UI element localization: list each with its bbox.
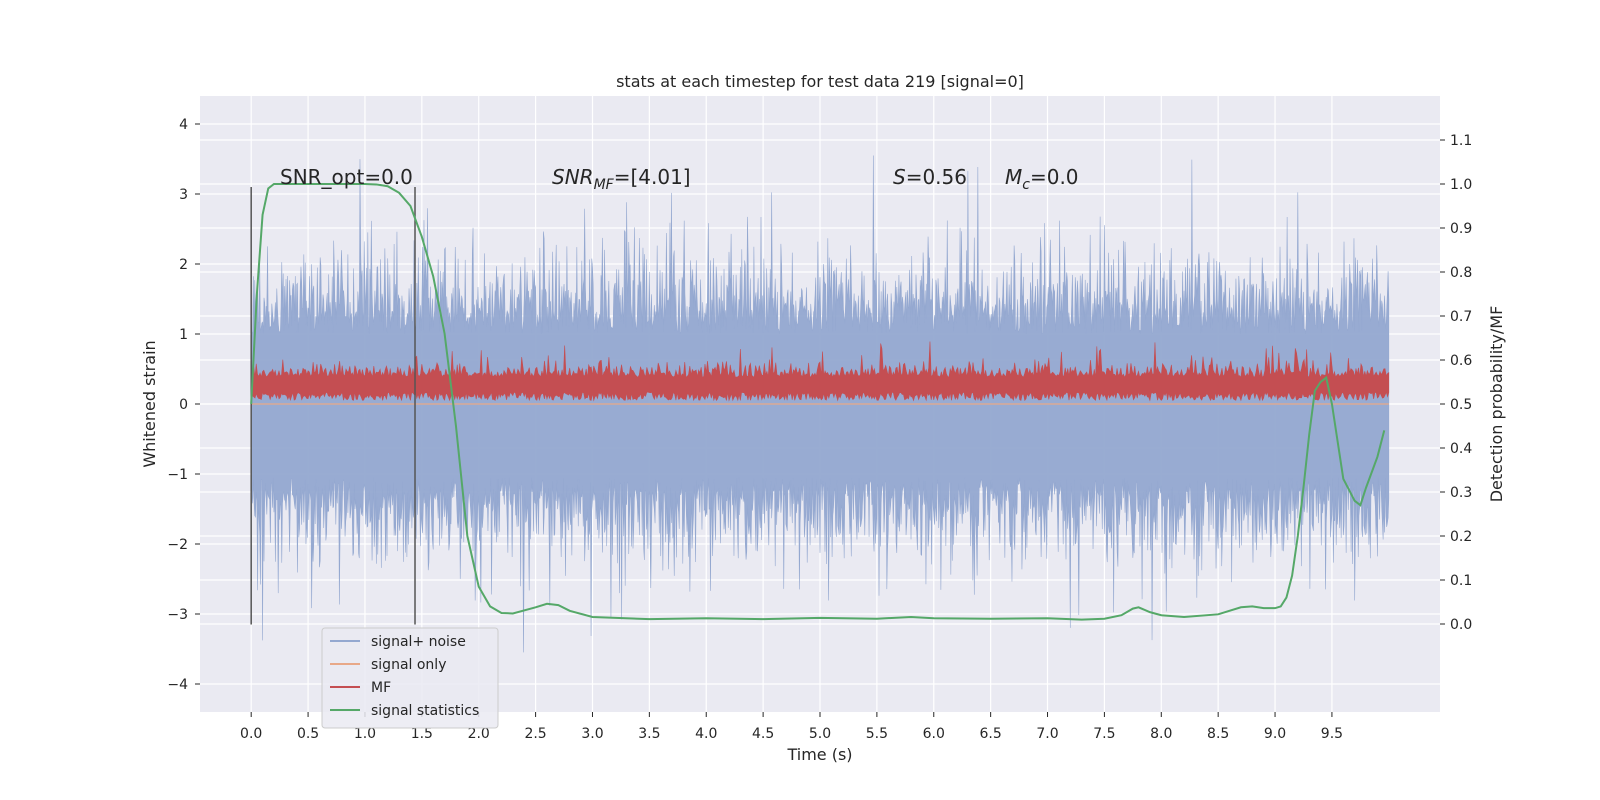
x-tick-label: 3.0: [581, 726, 603, 742]
y-right-tick-label: 0.3: [1450, 485, 1472, 501]
chart-title: stats at each timestep for test data 219…: [616, 72, 1024, 91]
y-left-tick-label: −4: [167, 677, 188, 693]
x-tick-label: 4.0: [695, 726, 717, 742]
annotation-mc-value: =0.0: [1030, 165, 1079, 189]
y-right-tick-label: 0.2: [1450, 529, 1472, 545]
annotation-snr-mf-label: SNR: [552, 165, 594, 189]
mf-band: [250, 341, 1390, 402]
x-tick-label: 4.5: [752, 726, 774, 742]
y-right-tick-label: 0.6: [1450, 353, 1472, 369]
y-left-tick-label: −2: [167, 537, 188, 553]
annotation-snr-mf-subscript: MF: [594, 177, 615, 193]
legend-label-signal-statistics: signal statistics: [371, 703, 479, 719]
x-tick-label: 9.0: [1264, 726, 1286, 742]
x-tick-label: 1.0: [354, 726, 376, 742]
y-left-tick-label: −3: [167, 607, 188, 623]
annotation-s-value: =0.56: [906, 165, 967, 189]
x-tick-label: 8.0: [1150, 726, 1172, 742]
annotation-mc-subscript: c: [1022, 177, 1030, 193]
x-tick-label: 8.5: [1207, 726, 1229, 742]
x-tick-label: 2.5: [524, 726, 546, 742]
y-right-tick-label: 1.0: [1450, 177, 1472, 193]
x-tick-label: 5.5: [866, 726, 888, 742]
legend-label-signal-only: signal only: [371, 657, 446, 673]
annotation-snr-opt: SNR_opt=0.0: [280, 165, 413, 189]
x-tick-label: 7.0: [1036, 726, 1058, 742]
y-left-tick-label: 0: [179, 397, 188, 413]
y-axis-left-label: Whitened strain: [140, 340, 159, 467]
x-tick-label: 0.5: [297, 726, 319, 742]
y-left-tick-label: 1: [179, 327, 188, 343]
x-tick-label: 7.5: [1093, 726, 1115, 742]
y-right-tick-label: 0.5: [1450, 397, 1472, 413]
annotation-snr-mf-value: =[4.01]: [614, 165, 691, 189]
legend-label-mf: MF: [371, 680, 391, 696]
x-axis-ticks: 0.0 0.5 1.0 1.5 2.0 2.5 3.0 3.5 4.0 4.5 5.0 5.5 6.0 6…: [240, 712, 1343, 742]
x-tick-label: 6.0: [923, 726, 945, 742]
annotation-mc: Mc=0.0: [1005, 165, 1079, 193]
x-tick-label: 6.5: [980, 726, 1002, 742]
y-right-tick-label: 0.7: [1450, 309, 1472, 325]
legend: signal+ noise signal only MF signal stat…: [321, 627, 499, 729]
right-y-axis-ticks: 1.1 1.0 0.9 0.8 0.7 0.6 0.5 0.4 0.3 0.2 0.1 0.0: [1440, 133, 1472, 633]
y-right-tick-label: 0.9: [1450, 221, 1472, 237]
legend-box: [321, 627, 499, 729]
y-left-tick-label: 2: [179, 257, 188, 273]
y-left-tick-label: −1: [167, 467, 188, 483]
x-axis-label: Time (s): [786, 745, 852, 764]
annotation-mc-label: M: [1005, 165, 1022, 189]
y-right-tick-label: 0.4: [1450, 441, 1472, 457]
signal-window-lines: [250, 187, 416, 625]
y-right-tick-label: 0.1: [1450, 573, 1472, 589]
y-right-tick-label: 1.1: [1450, 133, 1472, 149]
y-left-tick-label: 3: [179, 187, 188, 203]
y-axis-right-label: Detection probability/MF: [1487, 306, 1506, 503]
annotation-s: S=0.56: [893, 165, 967, 189]
signal-statistics-line: [250, 183, 1386, 621]
x-tick-label: 0.0: [240, 726, 262, 742]
y-left-tick-label: 4: [179, 117, 188, 133]
x-tick-label: 5.0: [809, 726, 831, 742]
x-tick-label: 9.5: [1321, 726, 1343, 742]
x-tick-label: 2.0: [468, 726, 490, 742]
annotation-snr-opt-label: SNR_opt: [280, 165, 364, 189]
annotation-snr-opt-value: =0.0: [364, 165, 413, 189]
left-y-axis-ticks: 4 3 2 1 0 −1 −2 −3 −4: [167, 117, 200, 693]
y-right-tick-label: 0.8: [1450, 265, 1472, 281]
y-right-tick-label: 0.0: [1450, 617, 1472, 633]
x-tick-label: 3.5: [638, 726, 660, 742]
x-tick-label: 1.5: [411, 726, 433, 742]
annotation-s-label: S: [893, 165, 906, 189]
annotation-snr-mf: SNRMF=[4.01]: [552, 165, 691, 193]
mf-series: [250, 341, 1390, 402]
legend-label-signal-noise: signal+ noise: [371, 634, 466, 650]
